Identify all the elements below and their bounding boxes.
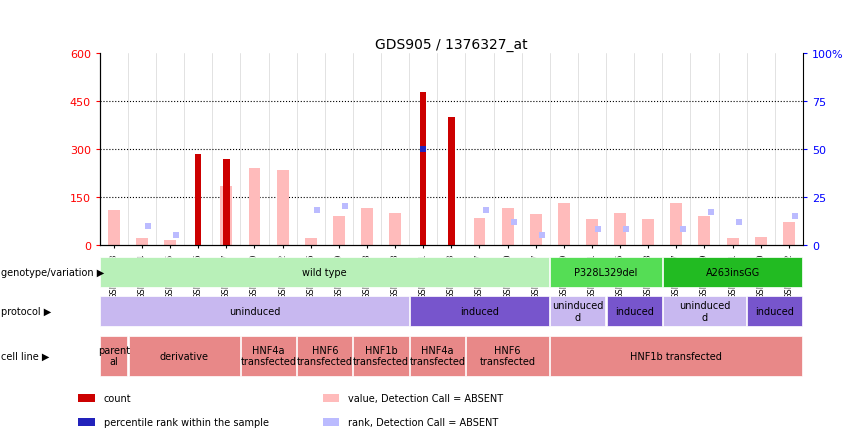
Bar <box>248 169 260 245</box>
Text: genotype/variation ▶: genotype/variation ▶ <box>1 267 104 277</box>
Bar <box>642 220 654 245</box>
Bar <box>220 186 233 245</box>
Bar <box>108 210 120 245</box>
Bar <box>128 336 240 376</box>
Bar <box>663 296 746 326</box>
Text: wild type: wild type <box>302 267 347 277</box>
Text: parent
al: parent al <box>98 345 130 367</box>
Text: HNF6
transfected: HNF6 transfected <box>480 345 536 367</box>
Text: HNF1b
transfected: HNF1b transfected <box>353 345 409 367</box>
Text: percentile rank within the sample: percentile rank within the sample <box>104 417 269 427</box>
Bar <box>78 418 95 426</box>
Bar <box>136 239 148 245</box>
Bar <box>615 214 626 245</box>
Bar <box>755 237 766 245</box>
Bar <box>699 217 710 245</box>
Bar <box>550 336 802 376</box>
Text: derivative: derivative <box>160 351 208 361</box>
Bar <box>550 296 606 326</box>
Bar <box>101 296 409 326</box>
Bar <box>195 155 201 245</box>
Bar <box>607 296 661 326</box>
Bar <box>323 418 339 426</box>
Text: HNF4a
transfected: HNF4a transfected <box>240 345 297 367</box>
Text: HNF1b transfected: HNF1b transfected <box>630 351 722 361</box>
Bar <box>353 336 409 376</box>
Bar <box>558 204 569 245</box>
Text: value, Detection Call = ABSENT: value, Detection Call = ABSENT <box>348 394 503 403</box>
Bar <box>101 336 128 376</box>
Bar <box>529 215 542 245</box>
Text: rank, Detection Call = ABSENT: rank, Detection Call = ABSENT <box>348 417 498 427</box>
Bar <box>333 217 345 245</box>
Bar <box>277 171 288 245</box>
Bar <box>223 159 229 245</box>
Text: uninduced: uninduced <box>229 306 280 316</box>
Bar <box>550 257 661 287</box>
Bar <box>727 239 739 245</box>
Bar <box>410 296 549 326</box>
Bar <box>101 257 549 287</box>
Bar <box>466 336 549 376</box>
Text: A263insGG: A263insGG <box>706 267 760 277</box>
Text: HNF4a
transfected: HNF4a transfected <box>410 345 465 367</box>
Text: P328L329del: P328L329del <box>575 267 638 277</box>
Text: count: count <box>104 394 131 403</box>
Bar <box>305 239 317 245</box>
Bar <box>448 118 455 245</box>
Text: uninduced
d: uninduced d <box>679 301 730 322</box>
Bar <box>586 220 598 245</box>
Bar <box>297 336 352 376</box>
Bar <box>361 209 373 245</box>
Bar <box>474 218 485 245</box>
Bar <box>78 395 95 402</box>
Text: HNF6
transfected: HNF6 transfected <box>297 345 352 367</box>
Title: GDS905 / 1376327_at: GDS905 / 1376327_at <box>375 38 528 52</box>
Bar <box>323 395 339 402</box>
Text: cell line ▶: cell line ▶ <box>1 351 49 361</box>
Text: induced: induced <box>460 306 499 316</box>
Bar <box>783 223 795 245</box>
Bar <box>164 240 176 245</box>
Bar <box>389 214 401 245</box>
Bar <box>670 204 682 245</box>
Bar <box>410 336 465 376</box>
Bar <box>241 336 296 376</box>
Bar <box>502 209 514 245</box>
Bar <box>663 257 802 287</box>
Bar <box>747 296 802 326</box>
Text: protocol ▶: protocol ▶ <box>1 306 51 316</box>
Text: uninduced
d: uninduced d <box>552 301 603 322</box>
Text: induced: induced <box>755 306 794 316</box>
Bar <box>420 92 426 245</box>
Text: induced: induced <box>615 306 654 316</box>
